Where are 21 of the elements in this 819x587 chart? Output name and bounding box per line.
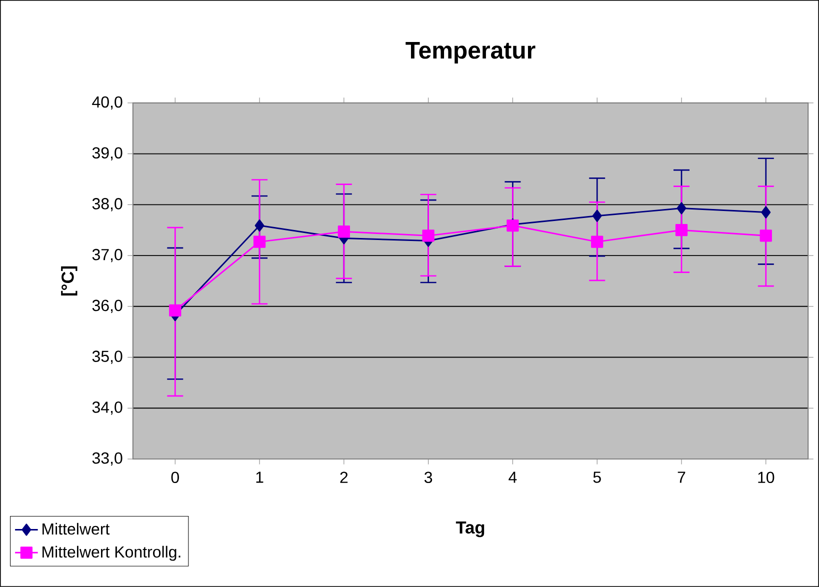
chart-title: Temperatur <box>406 42 536 64</box>
x-tick-label: 4 <box>508 472 517 483</box>
y-tick-label: 33,0 <box>92 452 122 466</box>
y-axis-title: [°C] <box>61 266 78 296</box>
y-tick-label: 40,0 <box>92 96 122 110</box>
y-tick-label: 34,0 <box>92 402 122 415</box>
x-axis-title: Tag <box>456 522 484 538</box>
legend-label: Mittelwert Kontrollg. <box>42 546 180 561</box>
x-tick-label: 5 <box>593 472 601 483</box>
x-tick-label: 3 <box>424 472 432 484</box>
x-tick-label: 0 <box>171 472 179 484</box>
y-tick-label: 38,0 <box>92 198 122 212</box>
y-tick-label: 39,0 <box>92 147 122 160</box>
y-tick-label: 37,0 <box>92 248 122 262</box>
legend-label: Mittelwert <box>42 522 110 535</box>
x-tick-label: 2 <box>340 472 348 483</box>
x-tick-label: 1 <box>256 472 264 483</box>
x-tick-label: 7 <box>678 472 686 483</box>
y-tick-label: 36,0 <box>92 300 122 314</box>
y-tick-label: 35,0 <box>92 350 122 364</box>
x-tick-label: 10 <box>758 472 774 484</box>
